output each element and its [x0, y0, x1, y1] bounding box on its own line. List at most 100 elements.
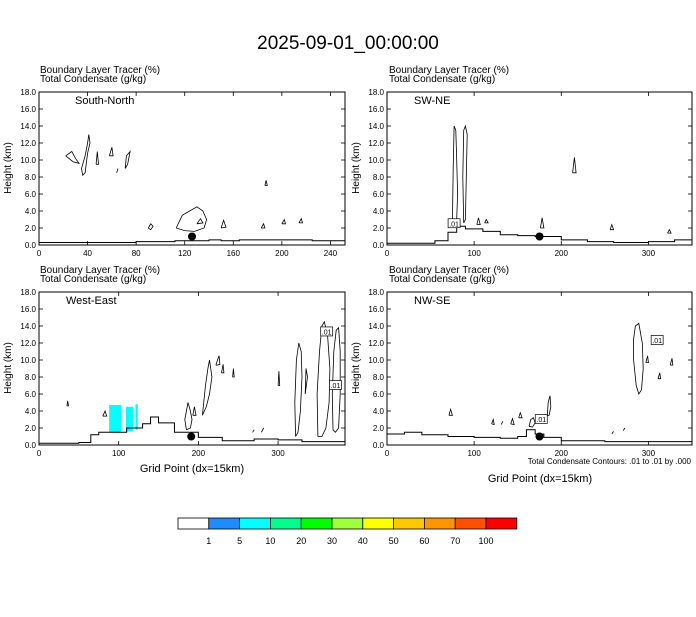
- terrain-line: [387, 429, 692, 443]
- colorbar-swatch: [362, 517, 394, 530]
- y-tick-label: 14.0: [368, 322, 384, 331]
- panel-header-line1: Boundary Layer Tracer (%): [40, 65, 160, 76]
- condensate-contour: [196, 217, 204, 225]
- y-tick-label: 8.0: [25, 173, 37, 182]
- condensate-contour: [611, 431, 614, 435]
- condensate-contour: [528, 417, 536, 428]
- y-tick-label: 0.0: [25, 241, 37, 250]
- colorbar-label: 60: [419, 536, 429, 546]
- x-tick-label: 0: [37, 249, 42, 258]
- colorbar-swatch: [423, 517, 456, 530]
- condensate-contour: [221, 364, 225, 374]
- colorbar-label: 20: [296, 536, 306, 546]
- condensate-contour: [102, 409, 108, 417]
- y-tick-label: 6.0: [25, 190, 37, 199]
- colorbar-label: 10: [265, 536, 275, 546]
- y-tick-label: 4.0: [373, 407, 385, 416]
- condensate-contour: [510, 417, 515, 426]
- condensate-contour: [622, 427, 626, 431]
- colorbar-swatch: [208, 517, 241, 530]
- x-tick-label: 160: [227, 249, 241, 258]
- panel-header-line1: Boundary Layer Tracer (%): [40, 265, 160, 276]
- condensate-contour: [476, 217, 481, 225]
- condensate-contour: [452, 125, 459, 226]
- location-marker: [535, 232, 544, 241]
- y-tick-label: 0.0: [373, 441, 385, 450]
- location-marker: [188, 232, 196, 241]
- condensate-contour: [448, 407, 453, 416]
- colorbar-swatch: [331, 517, 364, 530]
- y-tick-label: 14.0: [20, 322, 36, 331]
- x-tick-label: 40: [83, 249, 92, 258]
- condensate-contour: [331, 326, 341, 433]
- main-title: 2025-09-01_00:00:00: [257, 33, 439, 54]
- tracer-fill-patch: [125, 406, 134, 432]
- location-marker: [187, 432, 196, 441]
- condensate-contour: [667, 228, 672, 234]
- plot-west-east: .01 .01 0.0 2.0 4.0 6.0 8.0 10.0 12.0 14.0 16.0 18.…: [20, 288, 346, 458]
- condensate-contour: [65, 150, 81, 165]
- colorbar-swatch: [177, 517, 210, 530]
- colorbar-label: 100: [478, 536, 493, 546]
- condensate-contour: [215, 355, 221, 366]
- colorbar-swatch: [239, 517, 271, 530]
- contour-label: .01: [331, 383, 341, 390]
- y-tick-label: 6.0: [373, 190, 385, 199]
- y-axis-label: Height (km): [351, 342, 362, 394]
- condensate-contour: [220, 219, 227, 229]
- y-tick-label: 12.0: [368, 339, 384, 348]
- y-tick-label: 0.0: [25, 441, 37, 450]
- y-tick-label: 6.0: [373, 390, 385, 399]
- condensate-contour: [462, 124, 468, 224]
- condensate-contour: [645, 355, 649, 363]
- condensate-contour: [95, 151, 99, 165]
- y-tick-label: 6.0: [25, 390, 37, 399]
- x-tick-label: 0: [37, 449, 42, 458]
- y-tick-label: 4.0: [25, 407, 37, 416]
- condensate-contour: [546, 395, 552, 416]
- y-tick-label: 14.0: [368, 122, 384, 131]
- colorbar-label: 70: [450, 536, 460, 546]
- x-tick-label: 300: [642, 249, 656, 258]
- contour-label-box: [320, 326, 334, 337]
- contour-note: Total Condensate Contours: .01 to .01 by…: [528, 457, 692, 466]
- condensate-contour: [202, 359, 213, 416]
- colorbar-label: 40: [358, 536, 368, 546]
- condensate-contour: [81, 134, 91, 177]
- y-tick-label: 4.0: [25, 207, 37, 216]
- y-tick-label: 8.0: [373, 173, 385, 182]
- plot-sw-ne: .01 0.0 2.0 4.0 6.0 8.0 10.0 12.0 14.0 16.0 18.0 0 1…: [368, 88, 693, 258]
- y-tick-label: 8.0: [25, 373, 37, 382]
- y-tick-label: 2.0: [373, 224, 385, 233]
- terrain-line: [39, 416, 345, 444]
- condensate-contour: [500, 421, 504, 425]
- colorbar: 1 5 10 20 30 40 50 60 70 100: [177, 517, 518, 546]
- condensate-contour: [669, 358, 674, 366]
- panel-header-line1: Boundary Layer Tracer (%): [389, 65, 509, 76]
- y-tick-label: 8.0: [373, 373, 385, 382]
- condensate-contour: [184, 402, 193, 431]
- y-axis-label: Height (km): [3, 342, 14, 394]
- y-tick-label: 18.0: [368, 288, 384, 297]
- condensate-contour: [116, 168, 119, 173]
- condensate-contour: [277, 371, 281, 386]
- x-tick-label: 300: [271, 449, 285, 458]
- plot-south-north: 0.0 2.0 4.0 6.0 8.0 10.0 12.0 14.0 16.0 18.0 0 40 80…: [20, 88, 346, 258]
- plot-nw-se: .01 .01 0.0 2.0 4.0 6.0 8.0 10.0 12.0 14.0 16.0 18.…: [368, 288, 693, 458]
- y-tick-label: 18.0: [20, 88, 36, 97]
- contour-label: .01: [536, 417, 546, 424]
- panel-nw-se: Boundary Layer Tracer (%) Total Condensa…: [351, 265, 693, 485]
- y-tick-label: 18.0: [368, 88, 384, 97]
- contour-label-box: [447, 218, 461, 229]
- contour-label: .01: [449, 221, 459, 228]
- y-tick-label: 2.0: [25, 224, 37, 233]
- tracer-fill-patch: [135, 404, 138, 430]
- y-tick-label: 10.0: [368, 356, 384, 365]
- condensate-contour: [304, 368, 308, 395]
- panel-header-line2: Total Condensate (g/kg): [389, 274, 495, 285]
- panel-header-line2: Total Condensate (g/kg): [40, 74, 146, 85]
- y-tick-label: 16.0: [368, 305, 384, 314]
- colorbar-swatch: [300, 517, 333, 530]
